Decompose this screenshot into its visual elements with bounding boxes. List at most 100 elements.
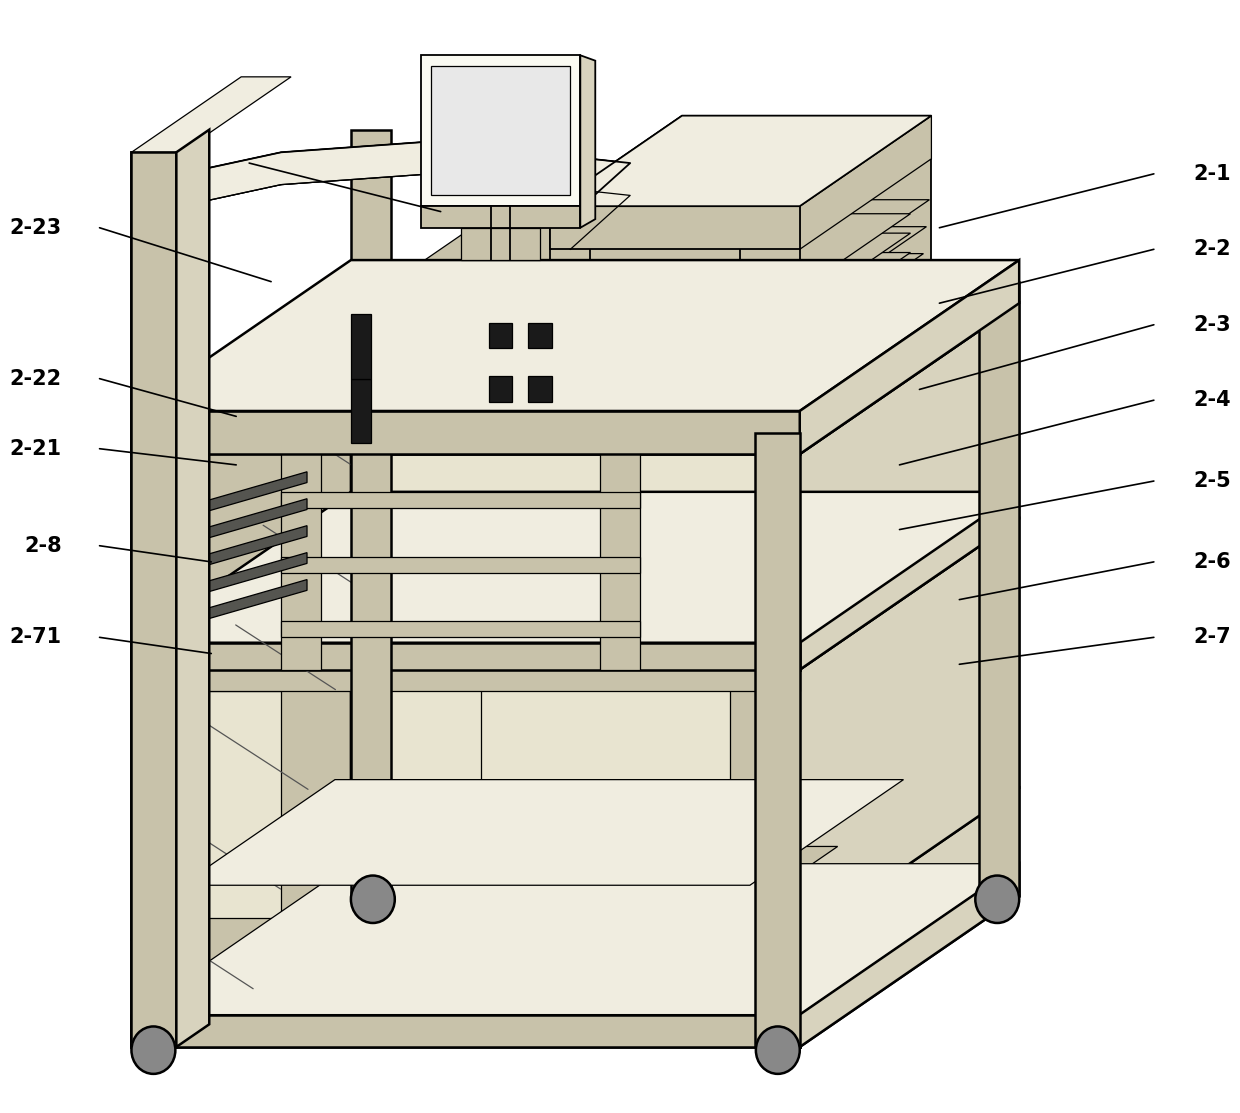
Polygon shape — [551, 116, 931, 206]
Polygon shape — [620, 334, 816, 454]
Polygon shape — [131, 152, 176, 1047]
Polygon shape — [551, 116, 682, 249]
Polygon shape — [131, 642, 800, 670]
Polygon shape — [740, 116, 931, 206]
Polygon shape — [181, 141, 630, 249]
Polygon shape — [181, 472, 308, 519]
Text: 2-7: 2-7 — [1194, 628, 1231, 648]
Polygon shape — [181, 525, 308, 573]
Polygon shape — [351, 129, 391, 896]
Polygon shape — [361, 307, 918, 398]
Polygon shape — [252, 331, 371, 357]
Polygon shape — [381, 199, 930, 290]
Polygon shape — [366, 280, 920, 371]
Polygon shape — [281, 621, 640, 638]
Polygon shape — [151, 680, 201, 928]
Polygon shape — [600, 401, 640, 670]
Polygon shape — [528, 376, 552, 403]
Polygon shape — [351, 314, 371, 378]
Polygon shape — [356, 334, 914, 425]
Polygon shape — [420, 311, 910, 394]
Polygon shape — [131, 788, 1019, 939]
Polygon shape — [181, 152, 281, 206]
Polygon shape — [481, 847, 688, 907]
Polygon shape — [131, 670, 800, 691]
Text: 2-1: 2-1 — [1194, 164, 1231, 184]
Polygon shape — [551, 206, 800, 249]
Polygon shape — [351, 378, 371, 443]
Polygon shape — [371, 254, 924, 344]
Text: 2-21: 2-21 — [10, 439, 62, 459]
Polygon shape — [131, 152, 181, 454]
Polygon shape — [281, 492, 640, 508]
Circle shape — [976, 876, 1019, 923]
Polygon shape — [980, 282, 1019, 896]
Polygon shape — [682, 116, 931, 159]
Polygon shape — [800, 116, 931, 249]
Polygon shape — [151, 691, 281, 917]
Polygon shape — [440, 334, 636, 454]
Polygon shape — [376, 227, 926, 317]
Polygon shape — [176, 129, 210, 1047]
Polygon shape — [420, 253, 910, 335]
Text: 2-8: 2-8 — [24, 535, 62, 555]
Text: 2-71: 2-71 — [10, 628, 62, 648]
Polygon shape — [131, 519, 1019, 670]
Polygon shape — [580, 56, 595, 228]
Polygon shape — [131, 454, 800, 670]
Polygon shape — [420, 214, 910, 297]
Polygon shape — [131, 519, 351, 1047]
Polygon shape — [460, 270, 680, 293]
Polygon shape — [420, 292, 910, 374]
Polygon shape — [181, 553, 308, 600]
Polygon shape — [800, 260, 1019, 454]
Polygon shape — [551, 116, 931, 206]
Polygon shape — [800, 788, 1019, 1047]
Polygon shape — [460, 335, 680, 357]
Polygon shape — [420, 206, 580, 228]
Polygon shape — [420, 233, 910, 316]
Polygon shape — [755, 433, 800, 1047]
Polygon shape — [570, 164, 630, 249]
Polygon shape — [131, 260, 1019, 411]
Text: 2-4: 2-4 — [1194, 391, 1231, 411]
Polygon shape — [331, 847, 538, 907]
Polygon shape — [800, 303, 1019, 670]
Polygon shape — [131, 939, 800, 1047]
Polygon shape — [720, 334, 915, 454]
Polygon shape — [131, 864, 1019, 1015]
Polygon shape — [131, 1015, 800, 1047]
Polygon shape — [430, 66, 570, 196]
Polygon shape — [489, 323, 512, 348]
Polygon shape — [131, 492, 1019, 642]
Polygon shape — [181, 499, 308, 545]
Polygon shape — [281, 141, 430, 185]
Polygon shape — [800, 519, 1019, 939]
Polygon shape — [528, 323, 552, 348]
Polygon shape — [740, 206, 800, 454]
Text: 2-22: 2-22 — [10, 368, 62, 388]
Polygon shape — [800, 864, 1019, 1047]
Polygon shape — [131, 77, 291, 152]
Polygon shape — [630, 847, 838, 907]
Text: 2-5: 2-5 — [1194, 471, 1231, 491]
Polygon shape — [281, 401, 321, 670]
Polygon shape — [281, 556, 640, 573]
Polygon shape — [131, 303, 1019, 454]
Circle shape — [351, 876, 394, 923]
Polygon shape — [531, 337, 734, 443]
Polygon shape — [272, 334, 466, 454]
Polygon shape — [181, 580, 308, 627]
Polygon shape — [420, 349, 910, 433]
Polygon shape — [551, 206, 590, 433]
Polygon shape — [351, 362, 911, 452]
Polygon shape — [131, 670, 800, 939]
Polygon shape — [460, 228, 541, 260]
Polygon shape — [131, 411, 800, 454]
Text: 2-2: 2-2 — [1194, 239, 1231, 259]
Polygon shape — [730, 680, 790, 928]
Polygon shape — [872, 116, 931, 364]
Polygon shape — [131, 303, 351, 670]
Circle shape — [756, 1026, 800, 1074]
Text: 2-23: 2-23 — [10, 218, 62, 238]
